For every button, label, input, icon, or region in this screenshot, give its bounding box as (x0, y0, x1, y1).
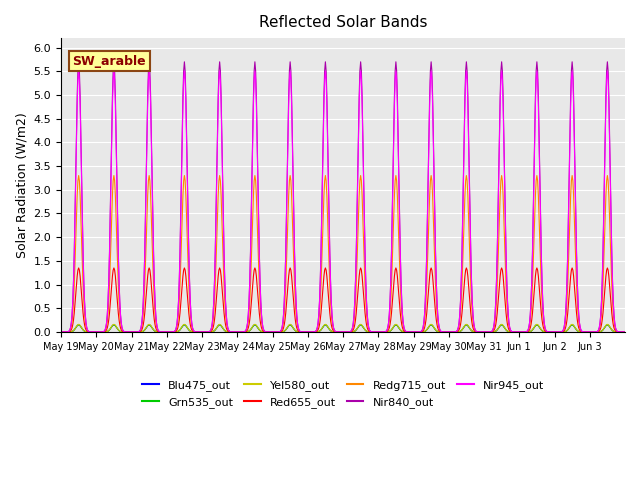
Nir945_out (401, 328, 409, 334)
Yel580_out (255, 327, 263, 333)
Red655_out (124, 329, 132, 335)
Yel580_out (401, 329, 409, 335)
Grn535_out (124, 329, 132, 335)
Redg715_out (57, 329, 65, 335)
Nir840_out (401, 328, 409, 334)
Nir945_out (57, 329, 65, 335)
Red655_out (620, 329, 628, 335)
Nir840_out (620, 329, 628, 335)
Nir945_out (255, 252, 263, 258)
Nir840_out (276, 328, 284, 334)
Blu475_out (255, 327, 263, 333)
Line: Nir840_out: Nir840_out (61, 62, 624, 332)
Blu475_out (228, 329, 236, 335)
Title: Reflected Solar Bands: Reflected Solar Bands (259, 15, 428, 30)
Blu475_out (620, 329, 628, 335)
Blu475_out (57, 329, 65, 335)
Nir945_out (75, 69, 83, 74)
Redg715_out (401, 328, 409, 334)
Nir945_out (276, 328, 284, 334)
Red655_out (75, 265, 83, 271)
Blu475_out (75, 322, 83, 328)
Redg715_out (124, 329, 132, 335)
Redg715_out (620, 329, 628, 335)
Line: Grn535_out: Grn535_out (61, 325, 624, 332)
Yel580_out (433, 328, 441, 334)
Grn535_out (228, 329, 236, 335)
Blu475_out (124, 329, 132, 335)
Blu475_out (401, 329, 409, 335)
Red655_out (228, 329, 236, 335)
Nir945_out (228, 329, 236, 335)
Grn535_out (75, 322, 83, 328)
Blu475_out (276, 329, 284, 335)
Line: Red655_out: Red655_out (61, 268, 624, 332)
Grn535_out (620, 329, 628, 335)
Text: SW_arable: SW_arable (72, 55, 146, 68)
Redg715_out (75, 173, 83, 179)
Line: Blu475_out: Blu475_out (61, 325, 624, 332)
Nir840_out (228, 329, 236, 335)
Yel580_out (75, 322, 83, 327)
Nir945_out (124, 329, 132, 335)
Grn535_out (57, 329, 65, 335)
Redg715_out (276, 328, 284, 334)
Red655_out (433, 322, 441, 327)
Redg715_out (255, 283, 263, 288)
Nir840_out (75, 59, 83, 65)
Legend: Blu475_out, Grn535_out, Yel580_out, Red655_out, Redg715_out, Nir840_out, Nir945_: Blu475_out, Grn535_out, Yel580_out, Red6… (138, 376, 548, 412)
Yel580_out (228, 329, 236, 335)
Blu475_out (433, 328, 441, 334)
Redg715_out (433, 311, 441, 317)
Nir945_out (620, 329, 628, 335)
Y-axis label: Solar Radiation (W/m2): Solar Radiation (W/m2) (15, 112, 28, 258)
Grn535_out (401, 329, 409, 335)
Yel580_out (620, 329, 628, 335)
Grn535_out (255, 327, 263, 333)
Nir840_out (124, 329, 132, 335)
Yel580_out (124, 329, 132, 335)
Grn535_out (276, 329, 284, 335)
Nir840_out (433, 298, 441, 304)
Nir840_out (57, 329, 65, 335)
Nir840_out (255, 250, 263, 255)
Red655_out (255, 310, 263, 316)
Grn535_out (433, 328, 441, 334)
Line: Nir945_out: Nir945_out (61, 72, 624, 332)
Line: Redg715_out: Redg715_out (61, 176, 624, 332)
Yel580_out (57, 329, 65, 335)
Red655_out (401, 329, 409, 335)
Yel580_out (276, 329, 284, 335)
Red655_out (57, 329, 65, 335)
Red655_out (276, 329, 284, 335)
Redg715_out (228, 329, 236, 335)
Nir945_out (433, 300, 441, 305)
Line: Yel580_out: Yel580_out (61, 324, 624, 332)
